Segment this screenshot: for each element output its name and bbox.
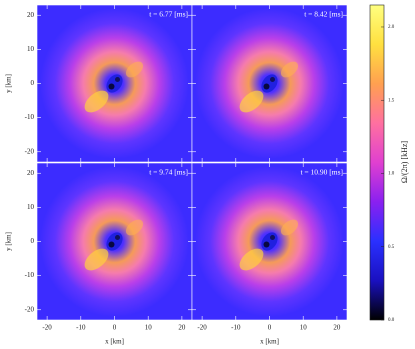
y-tick-label: 0: [31, 237, 35, 245]
core-dark: [108, 241, 115, 248]
hot-arm: [239, 90, 264, 113]
cbar-tick-label: 0.0: [388, 318, 395, 323]
y-tick-label: 20: [27, 169, 35, 177]
cbar-tick-label: 1.5: [388, 98, 395, 103]
hot-arm: [84, 90, 109, 113]
core-dark: [108, 83, 115, 90]
x-axis-label: x [km]: [260, 338, 279, 346]
core-dark: [115, 235, 120, 240]
time-label: t = 10.90 [ms]: [300, 168, 343, 177]
hot-arm: [280, 61, 299, 78]
x-tick-label: 10: [300, 324, 308, 332]
cbar-label: Ω/(2π) [kHz]: [400, 141, 409, 184]
panel: [192, 163, 347, 320]
y-tick-label: 10: [27, 203, 35, 211]
hot-arm: [280, 219, 299, 236]
panel: [37, 5, 192, 162]
x-tick-label: -20: [42, 324, 52, 332]
y-tick-label: -20: [25, 147, 35, 155]
panel: [192, 5, 347, 162]
time-label: t = 8.42 [ms]: [304, 10, 343, 19]
x-tick-label: 0: [113, 324, 117, 332]
cbar-tick-label: 1.0: [388, 172, 395, 177]
x-axis-label: x [km]: [105, 338, 124, 346]
y-tick-label: 10: [27, 45, 35, 53]
y-tick-label: 20: [27, 11, 35, 19]
cbar-tick-label: 2.0: [388, 25, 395, 30]
hot-arm: [125, 219, 144, 236]
y-tick-label: -10: [25, 113, 35, 121]
y-tick-label: 0: [31, 79, 35, 87]
colorbar: [369, 4, 385, 321]
core-dark: [263, 241, 270, 248]
time-label: t = 9.74 [ms]: [149, 168, 188, 177]
x-tick-label: 10: [145, 324, 153, 332]
x-tick-label: -10: [231, 324, 241, 332]
cbar-tick-label: 0.5: [388, 245, 395, 250]
x-tick-label: -20: [197, 324, 207, 332]
y-axis-label: y [km]: [5, 232, 13, 251]
time-label: t = 6.77 [ms]: [149, 10, 188, 19]
core-dark: [115, 77, 120, 82]
y-axis-label: y [km]: [5, 74, 13, 93]
y-tick-label: -20: [25, 305, 35, 313]
hot-arm: [84, 248, 109, 271]
hot-arm: [125, 61, 144, 78]
core-dark: [270, 77, 275, 82]
panel: [37, 163, 192, 320]
x-tick-label: 20: [333, 324, 341, 332]
x-tick-label: 0: [268, 324, 272, 332]
x-tick-label: 20: [178, 324, 186, 332]
y-tick-label: -10: [25, 271, 35, 279]
core-dark: [270, 235, 275, 240]
hot-arm: [239, 248, 264, 271]
core-dark: [263, 83, 270, 90]
x-tick-label: -10: [76, 324, 86, 332]
